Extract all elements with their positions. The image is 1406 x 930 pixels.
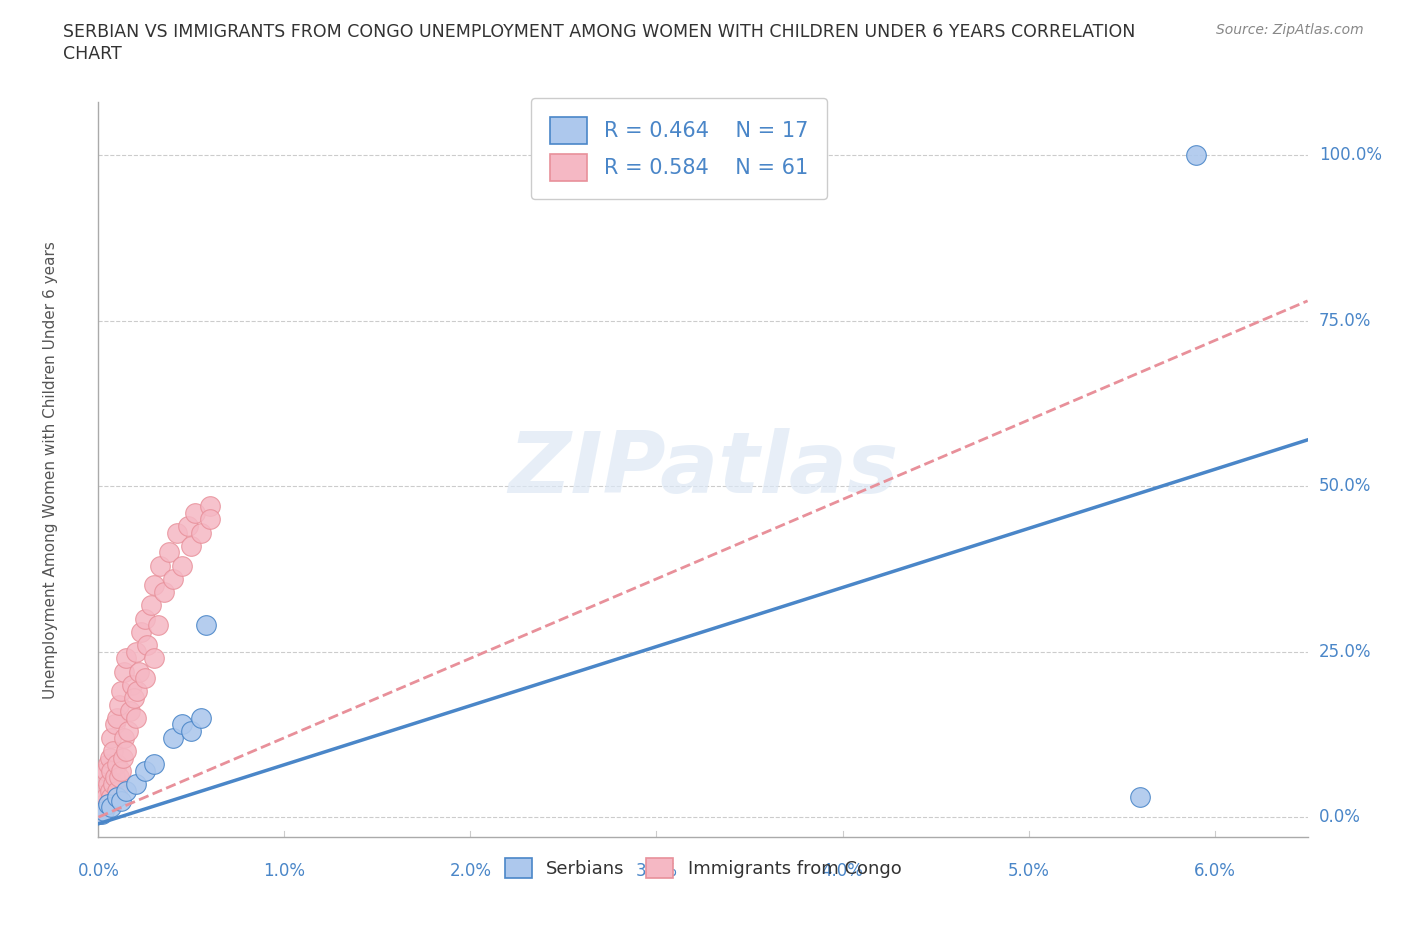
Text: 2.0%: 2.0% (450, 862, 492, 880)
Point (108, 770, 131, 785)
Point (114, 730, 136, 745)
Point (100, 730, 122, 745)
Point (190, 711, 212, 725)
Text: Unemployment Among Women with Children Under 6 years: Unemployment Among Women with Children U… (42, 241, 58, 698)
Point (104, 770, 127, 785)
Point (184, 505, 207, 520)
Point (100, 790, 122, 804)
Point (105, 790, 128, 804)
Point (1129, 790, 1152, 804)
Point (100, 800, 122, 815)
Text: 75.0%: 75.0% (1319, 312, 1371, 330)
Point (105, 711, 128, 725)
Text: Source: ZipAtlas.com: Source: ZipAtlas.com (1216, 23, 1364, 37)
Point (97, 757, 120, 772)
Text: 6.0%: 6.0% (1194, 862, 1236, 880)
Point (97, 777, 120, 791)
Text: 0.0%: 0.0% (1319, 808, 1361, 826)
Point (110, 793, 132, 808)
Point (198, 498, 221, 513)
Point (134, 611, 156, 626)
Point (94, 790, 117, 804)
Point (162, 730, 184, 745)
Point (1185, 148, 1208, 163)
Point (162, 571, 184, 586)
Point (122, 691, 145, 706)
Point (103, 743, 125, 758)
Point (134, 764, 156, 778)
Point (172, 558, 194, 573)
Text: CHART: CHART (63, 45, 122, 62)
Legend: Serbians, Immigrants from Congo: Serbians, Immigrants from Congo (495, 849, 911, 886)
Text: 100.0%: 100.0% (1319, 146, 1382, 165)
Point (111, 751, 134, 765)
Text: ZIPatlas: ZIPatlas (508, 428, 898, 512)
Point (124, 644, 146, 659)
Text: 25.0%: 25.0% (1319, 643, 1371, 660)
Point (98, 751, 121, 765)
Point (190, 525, 212, 540)
Point (166, 525, 188, 540)
Point (93, 770, 115, 785)
Point (91, 800, 114, 815)
Point (128, 664, 150, 679)
Point (177, 518, 200, 533)
Point (104, 717, 127, 732)
Point (110, 764, 132, 778)
Point (94, 764, 117, 778)
Point (89, 804, 111, 818)
Point (89, 796, 111, 811)
Point (91, 806, 114, 821)
Point (105, 757, 128, 772)
Text: 4.0%: 4.0% (821, 862, 863, 880)
Point (100, 764, 122, 778)
Point (172, 717, 194, 732)
Point (139, 598, 162, 613)
Point (157, 545, 180, 560)
Point (124, 711, 146, 725)
Point (180, 724, 202, 738)
Point (180, 538, 202, 553)
Text: SERBIAN VS IMMIGRANTS FROM CONGO UNEMPLOYMENT AMONG WOMEN WITH CHILDREN UNDER 6 : SERBIAN VS IMMIGRANTS FROM CONGO UNEMPLO… (63, 23, 1136, 41)
Point (93, 796, 115, 811)
Point (129, 624, 152, 639)
Point (152, 585, 174, 600)
Point (93, 804, 115, 818)
Point (108, 698, 131, 712)
Point (89, 806, 111, 821)
Point (143, 578, 166, 593)
Point (118, 704, 141, 719)
Point (143, 651, 166, 666)
Point (114, 664, 136, 679)
Point (149, 558, 172, 573)
Point (121, 677, 143, 692)
Text: 50.0%: 50.0% (1319, 477, 1371, 495)
Text: 3.0%: 3.0% (636, 862, 678, 880)
Point (98, 783, 121, 798)
Point (127, 684, 149, 698)
Text: 0.0%: 0.0% (77, 862, 120, 880)
Point (124, 777, 146, 791)
Text: 1.0%: 1.0% (263, 862, 305, 880)
Point (110, 684, 132, 698)
Point (195, 618, 218, 632)
Point (134, 671, 156, 685)
Point (105, 783, 128, 798)
Point (115, 783, 138, 798)
Point (97, 796, 120, 811)
Point (117, 724, 139, 738)
Point (135, 638, 157, 653)
Point (97, 796, 120, 811)
Point (143, 757, 166, 772)
Point (146, 618, 169, 632)
Point (91, 783, 114, 798)
Point (115, 651, 138, 666)
Point (115, 743, 138, 758)
Point (198, 512, 221, 526)
Text: 5.0%: 5.0% (1008, 862, 1049, 880)
Point (103, 777, 125, 791)
